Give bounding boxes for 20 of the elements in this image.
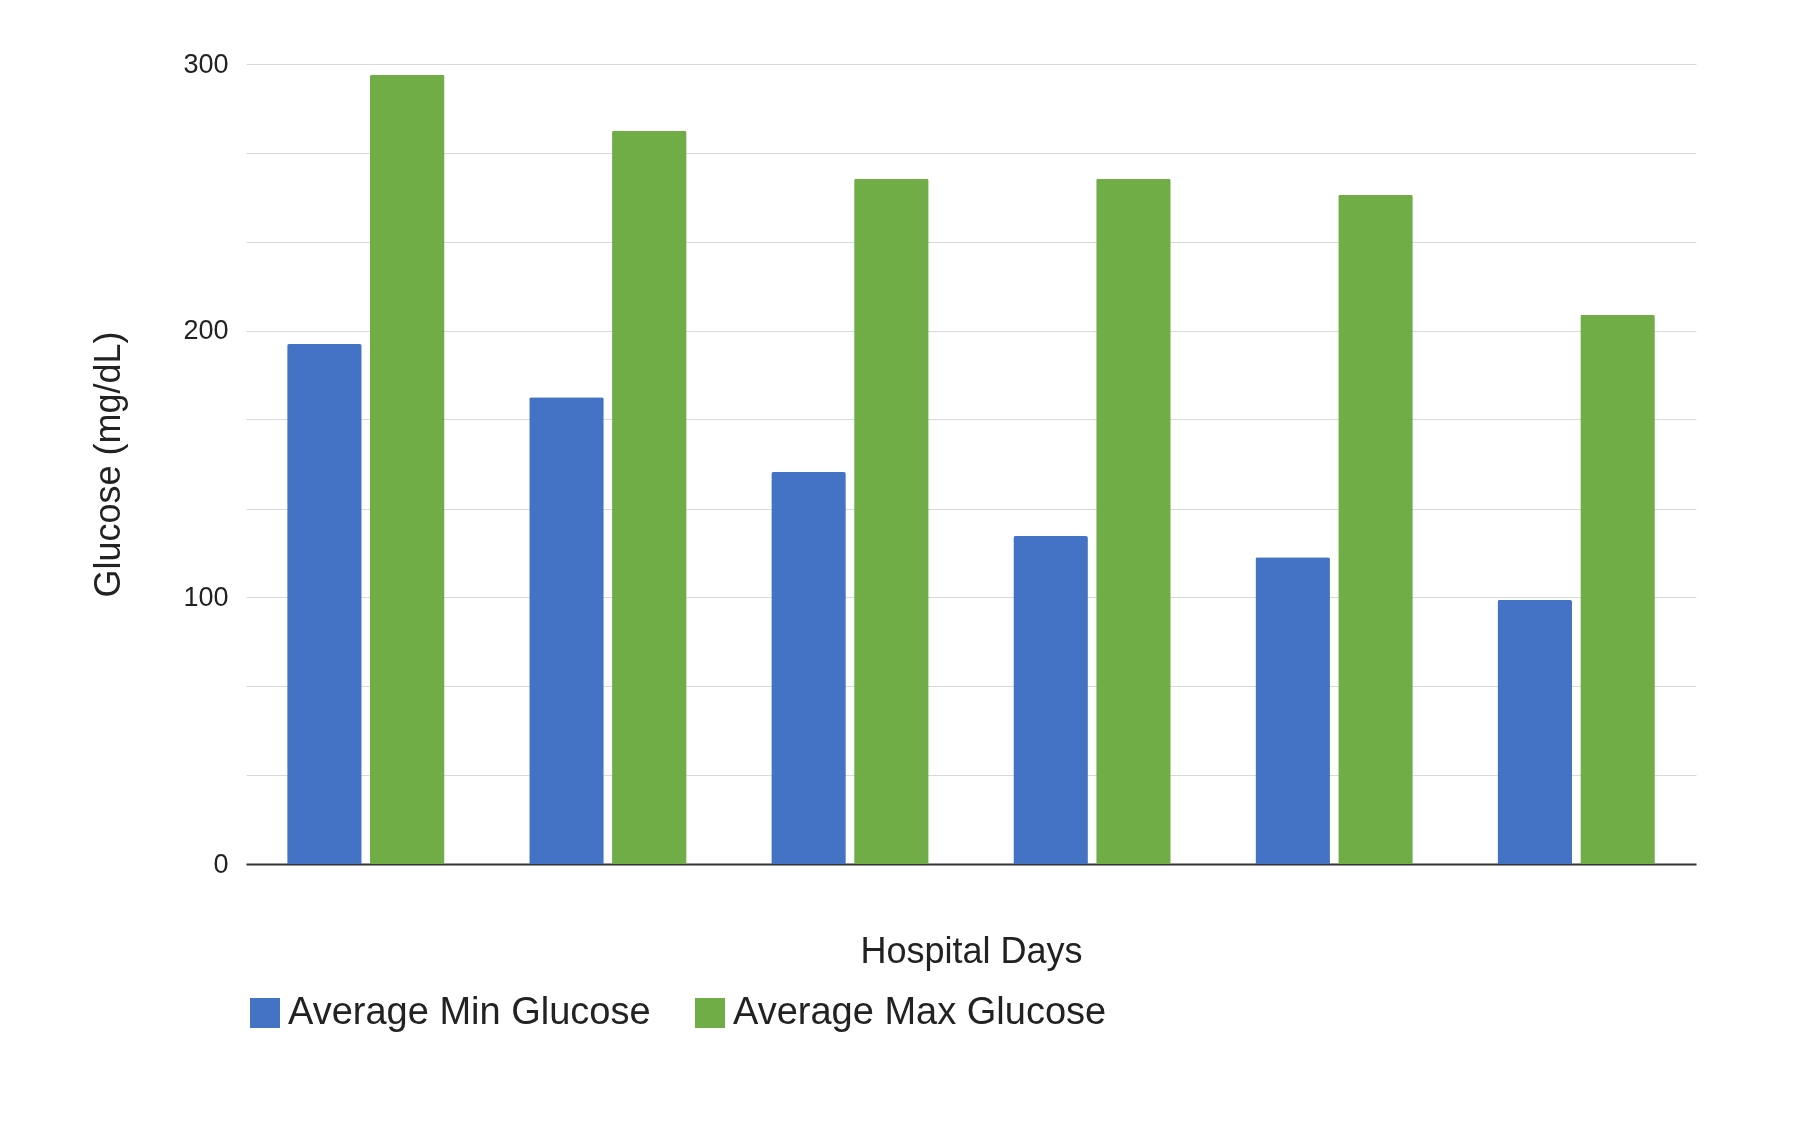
x-axis-title: Hospital Days xyxy=(860,929,1083,971)
bar xyxy=(1096,178,1171,864)
bar xyxy=(771,472,846,864)
legend-label: Average Min Glucose xyxy=(288,990,651,1032)
y-tick-label: 300 xyxy=(183,48,229,79)
bar xyxy=(1013,536,1088,864)
y-tick-label: 0 xyxy=(213,848,229,879)
bar xyxy=(1497,600,1573,864)
bar xyxy=(1255,557,1330,864)
bar xyxy=(1338,194,1413,864)
y-tick-label: 200 xyxy=(183,315,229,346)
y-tick-label: 100 xyxy=(183,581,229,612)
y-axis-title: Glucose (mg/dL) xyxy=(87,331,129,598)
bar xyxy=(287,344,362,864)
bar xyxy=(529,397,604,864)
bar xyxy=(1580,314,1655,864)
bar xyxy=(854,178,929,864)
legend-label: Average Max Glucose xyxy=(733,990,1107,1032)
bar xyxy=(369,74,445,864)
bar xyxy=(612,130,687,864)
